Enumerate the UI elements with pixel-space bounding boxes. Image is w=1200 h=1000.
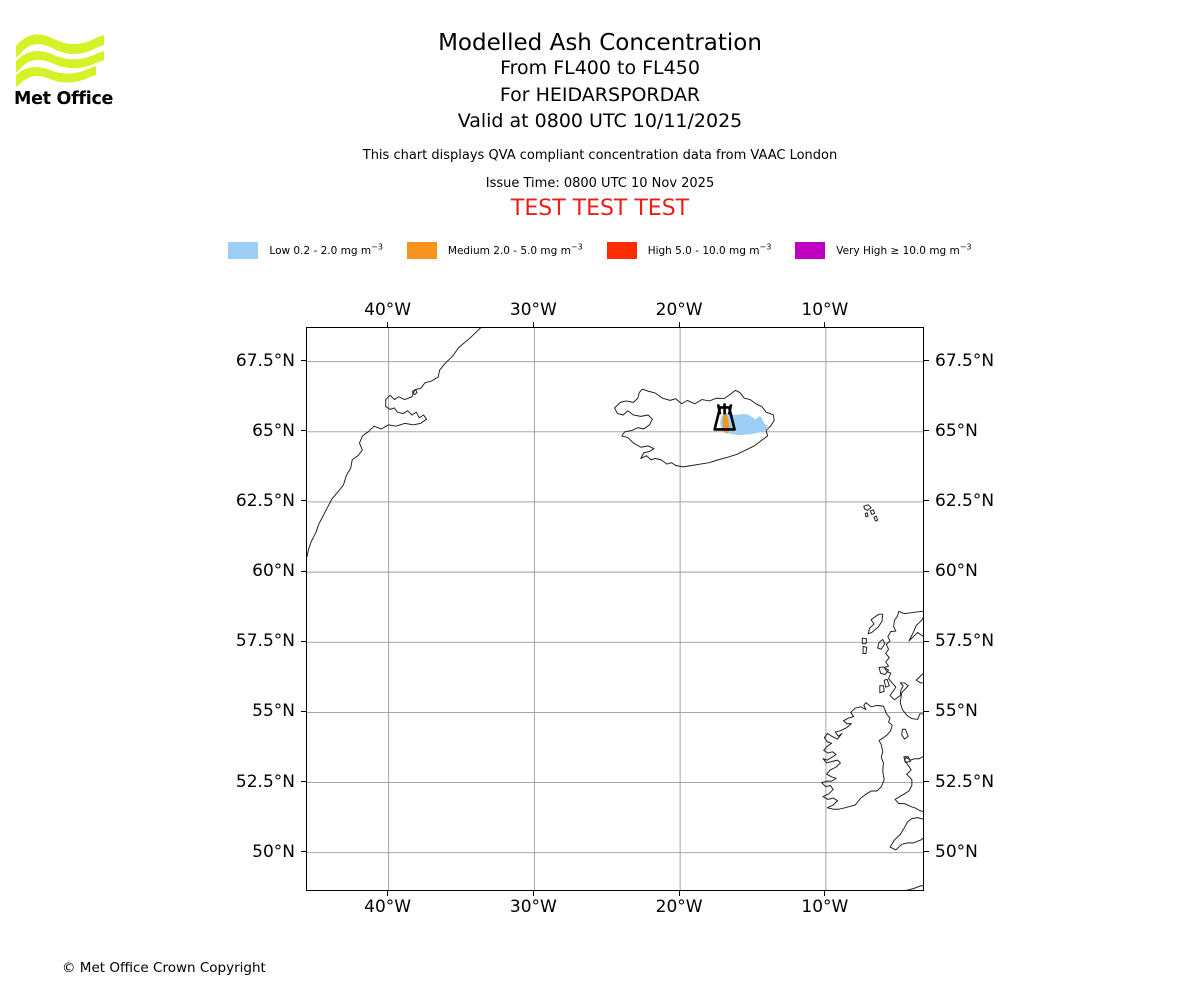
lat-tickmark-left-65: [301, 430, 306, 432]
lat-tick-left-60: 60°N: [252, 561, 295, 582]
lat-tickmark-left-67-5: [301, 360, 306, 362]
lat-tick-left-67-5: 67.5°N: [235, 350, 295, 371]
met-office-wordmark: Met Office: [14, 89, 114, 109]
lat-tickmark-right-57-5: [924, 640, 929, 642]
issue-time: Issue Time: 0800 UTC 10 Nov 2025: [485, 175, 715, 191]
legend-swatch-high: [606, 242, 637, 259]
met-office-wave-icon: [16, 34, 104, 87]
lat-tick-left-62-5: 62.5°N: [235, 490, 295, 511]
lat-tickmark-left-55: [301, 710, 306, 712]
lat-tick-right-60: 60°N: [935, 561, 978, 582]
lat-tick-right-55: 55°N: [935, 701, 978, 722]
lat-tickmark-right-67-5: [924, 360, 929, 362]
lat-tickmark-right-50: [924, 851, 929, 853]
lat-tick-left-57-5: 57.5°N: [235, 631, 295, 652]
map-canvas: [307, 328, 923, 890]
legend-swatch-very-high: [795, 242, 826, 259]
concentration-legend: Low 0.2 - 2.0 mg m−3 Medium 2.0 - 5.0 mg …: [0, 242, 1200, 259]
lat-tickmark-right-55: [924, 710, 929, 712]
lon-tickmark-top-20: [678, 322, 680, 327]
lon-tickmark-bottom-30: [532, 891, 534, 896]
lat-tickmark-right-65: [924, 430, 929, 432]
lon-tickmark-top-30: [532, 322, 534, 327]
lat-tick-right-52-5: 52.5°N: [935, 771, 995, 792]
lat-tick-right-50: 50°N: [935, 841, 978, 862]
lon-tickmark-top-10: [824, 322, 826, 327]
map-gridlines: [307, 328, 923, 890]
legend-item-very-high: Very High ≥ 10.0 mg m−3: [795, 242, 972, 259]
lat-tickmark-right-52-5: [924, 781, 929, 783]
map-plot-area: [306, 327, 924, 891]
lat-tickmark-left-50: [301, 851, 306, 853]
legend-label-medium: Medium 2.0 - 5.0 mg m−3: [447, 242, 583, 257]
lat-tick-right-67-5: 67.5°N: [935, 350, 995, 371]
lon-tickmark-bottom-10: [824, 891, 826, 896]
chart-header: Modelled Ash Concentration From FL400 to…: [0, 0, 1200, 220]
lat-tick-left-52-5: 52.5°N: [235, 771, 295, 792]
lat-tick-left-50: 50°N: [252, 841, 295, 862]
page-title: Modelled Ash Concentration: [438, 30, 762, 56]
lat-tickmark-left-60: [301, 570, 306, 572]
lat-tick-right-62-5: 62.5°N: [935, 490, 995, 511]
legend-label-very-high: Very High ≥ 10.0 mg m−3: [836, 242, 972, 257]
volcano-name: For HEIDARSPORDAR: [499, 83, 701, 106]
lat-tickmark-left-62-5: [301, 500, 306, 502]
flight-level-range: From FL400 to FL450: [500, 57, 700, 79]
legend-item-low: Low 0.2 - 2.0 mg m−3: [228, 242, 383, 259]
valid-time: Valid at 0800 UTC 10/11/2025: [457, 110, 743, 133]
lon-tick-top-10: 10°W: [801, 300, 849, 320]
lat-tickmark-left-52-5: [301, 781, 306, 783]
legend-item-medium: Medium 2.0 - 5.0 mg m−3: [406, 242, 583, 259]
lon-tick-top-20: 20°W: [655, 300, 703, 320]
lon-tick-bottom-40: 40°W: [364, 897, 412, 917]
lon-tick-top-30: 30°W: [509, 300, 557, 320]
lon-tickmark-bottom-40: [387, 891, 389, 896]
lon-tick-bottom-10: 10°W: [801, 897, 849, 917]
legend-item-high: High 5.0 - 10.0 mg m−3: [606, 242, 772, 259]
lat-tickmark-left-57-5: [301, 640, 306, 642]
copyright-notice: © Met Office Crown Copyright: [62, 960, 266, 976]
volcano-source-marker: [713, 403, 736, 431]
test-banner: TEST TEST TEST: [510, 195, 690, 221]
legend-swatch-low: [228, 242, 259, 259]
legend-label-high: High 5.0 - 10.0 mg m−3: [647, 242, 772, 257]
legend-label-low: Low 0.2 - 2.0 mg m−3: [269, 242, 383, 257]
met-office-logo: Met Office: [14, 28, 124, 109]
lat-tick-right-57-5: 57.5°N: [935, 631, 995, 652]
lon-tickmark-bottom-20: [678, 891, 680, 896]
ash-concentration-map: 40°W 40°W 30°W 30°W 20°W 20°W 10°W 10°W 67.5°N 67…: [236, 300, 994, 917]
lon-tick-top-40: 40°W: [364, 300, 412, 320]
volcano-marker: [713, 403, 736, 431]
chart-note: This chart displays QVA compliant concen…: [362, 147, 838, 163]
coastlines: [307, 328, 923, 890]
lon-tick-bottom-30: 30°W: [509, 897, 557, 917]
lat-tick-left-65: 65°N: [252, 420, 295, 441]
legend-swatch-medium: [406, 242, 437, 259]
lat-tickmark-right-60: [924, 570, 929, 572]
lat-tickmark-right-62-5: [924, 500, 929, 502]
lat-tick-left-55: 55°N: [252, 701, 295, 722]
lon-tick-bottom-20: 20°W: [655, 897, 703, 917]
lon-tickmark-top-40: [387, 322, 389, 327]
lat-tick-right-65: 65°N: [935, 420, 978, 441]
